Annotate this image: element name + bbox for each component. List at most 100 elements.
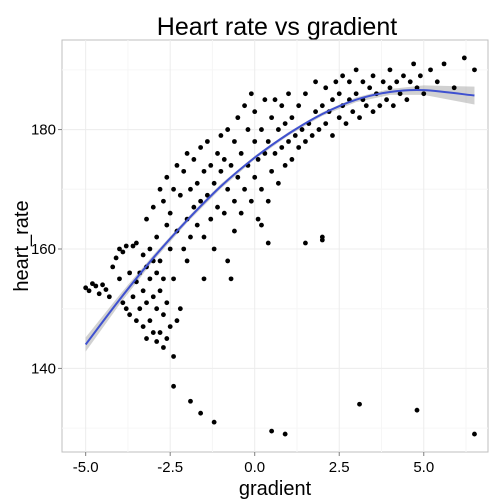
data-point bbox=[289, 157, 295, 162]
data-point bbox=[157, 288, 163, 294]
data-point bbox=[147, 246, 153, 252]
data-point bbox=[350, 109, 356, 115]
data-point bbox=[100, 282, 105, 288]
data-point bbox=[144, 336, 149, 341]
data-point bbox=[313, 79, 318, 85]
data-point bbox=[201, 234, 207, 240]
data-point bbox=[147, 276, 153, 282]
data-point bbox=[238, 210, 244, 216]
data-point bbox=[113, 255, 119, 261]
data-point bbox=[346, 79, 352, 85]
data-point bbox=[208, 162, 214, 168]
y-tick-label: 140 bbox=[31, 360, 56, 377]
data-point bbox=[110, 264, 116, 270]
data-point bbox=[171, 383, 176, 389]
data-point bbox=[363, 103, 369, 109]
data-point bbox=[221, 157, 227, 162]
fit-line-layer bbox=[84, 88, 475, 346]
data-point bbox=[309, 133, 315, 138]
data-point bbox=[296, 145, 302, 150]
data-point bbox=[292, 133, 298, 138]
data-point bbox=[387, 67, 393, 73]
data-point bbox=[336, 115, 342, 121]
data-point bbox=[252, 139, 258, 144]
data-point bbox=[286, 91, 291, 97]
data-point bbox=[161, 198, 166, 204]
data-point bbox=[282, 162, 288, 168]
data-point bbox=[401, 73, 406, 79]
data-point bbox=[154, 234, 160, 240]
data-point bbox=[421, 91, 427, 97]
data-point bbox=[259, 186, 264, 192]
data-point bbox=[235, 174, 241, 180]
data-point bbox=[123, 306, 129, 312]
data-point bbox=[384, 97, 389, 103]
data-point bbox=[428, 67, 433, 73]
data-point bbox=[154, 306, 160, 312]
data-point bbox=[353, 67, 359, 73]
x-axis-ticks: -5.0 -2.5 0.0 2.5 5.0 bbox=[73, 452, 434, 476]
data-point bbox=[228, 162, 234, 168]
data-point bbox=[411, 61, 417, 67]
data-point bbox=[117, 276, 122, 282]
data-point bbox=[228, 276, 234, 282]
data-point bbox=[232, 198, 237, 204]
data-point bbox=[117, 246, 122, 252]
data-point bbox=[367, 85, 373, 91]
data-point bbox=[404, 97, 410, 103]
data-point bbox=[188, 234, 193, 240]
data-point bbox=[275, 180, 281, 186]
data-point bbox=[259, 127, 264, 132]
data-point bbox=[279, 103, 285, 109]
data-point bbox=[319, 237, 325, 243]
data-point bbox=[177, 192, 183, 198]
data-point bbox=[198, 410, 204, 416]
data-point bbox=[198, 145, 204, 150]
data-point bbox=[164, 300, 170, 306]
data-point bbox=[198, 198, 204, 204]
major-gridlines bbox=[62, 40, 488, 452]
data-point bbox=[262, 151, 268, 156]
data-point bbox=[133, 240, 139, 246]
data-point bbox=[397, 91, 403, 97]
data-point bbox=[157, 330, 163, 335]
data-point bbox=[248, 198, 254, 204]
data-point bbox=[147, 318, 153, 324]
data-point bbox=[191, 204, 197, 210]
data-point bbox=[164, 174, 170, 180]
data-point bbox=[204, 192, 210, 198]
data-point bbox=[140, 252, 146, 258]
data-point bbox=[417, 73, 423, 79]
data-point bbox=[370, 73, 376, 79]
data-point bbox=[441, 61, 447, 67]
y-axis-title: heart_rate bbox=[11, 200, 33, 291]
data-point bbox=[232, 139, 237, 144]
data-point bbox=[174, 318, 180, 324]
data-point bbox=[157, 258, 163, 264]
data-point bbox=[144, 300, 149, 306]
data-point bbox=[188, 186, 193, 192]
minor-gridlines bbox=[62, 40, 488, 452]
data-point bbox=[144, 216, 149, 222]
data-point bbox=[201, 276, 207, 282]
data-point bbox=[177, 306, 183, 312]
x-tick-label: -5.0 bbox=[73, 459, 99, 476]
data-point bbox=[238, 151, 244, 156]
data-point bbox=[242, 103, 247, 109]
data-point bbox=[360, 79, 366, 85]
data-point bbox=[279, 145, 285, 150]
data-point bbox=[157, 186, 163, 192]
data-point bbox=[414, 407, 420, 413]
data-point bbox=[299, 127, 305, 132]
data-point bbox=[472, 67, 477, 73]
data-point bbox=[140, 288, 146, 294]
data-point bbox=[390, 103, 396, 109]
data-point bbox=[461, 55, 467, 61]
data-point bbox=[83, 285, 89, 291]
data-point bbox=[357, 115, 362, 121]
y-tick-label: 180 bbox=[31, 122, 56, 139]
y-axis-ticks: 140 160 180 bbox=[31, 122, 62, 377]
data-point bbox=[150, 204, 156, 210]
data-point bbox=[340, 73, 346, 79]
